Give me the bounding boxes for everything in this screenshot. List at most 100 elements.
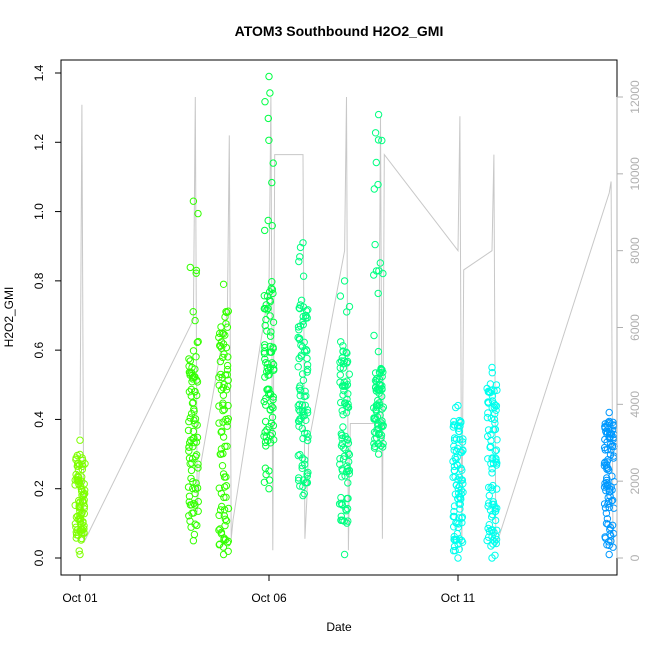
data-point: [269, 421, 278, 430]
data-point: [302, 346, 310, 354]
data-point: [216, 506, 225, 514]
data-point: [296, 386, 305, 395]
data-point: [454, 554, 462, 562]
data-point: [265, 485, 273, 493]
data-point: [76, 507, 84, 515]
data-point: [299, 376, 308, 384]
data-point: [371, 414, 379, 423]
series-2: [260, 72, 278, 493]
data-point: [370, 440, 378, 448]
data-point: [190, 499, 198, 508]
data-point: [263, 364, 271, 372]
data-point: [378, 382, 386, 390]
x-axis-label: Date: [326, 620, 352, 634]
data-point: [224, 353, 232, 361]
data-point: [298, 454, 307, 462]
data-point: [488, 369, 496, 377]
data-point: [337, 512, 345, 520]
data-point: [485, 388, 494, 396]
data-point: [266, 312, 274, 320]
data-point: [220, 380, 228, 389]
data-point: [266, 405, 274, 414]
data-point: [488, 404, 496, 412]
data-point: [303, 406, 312, 414]
data-point: [190, 405, 198, 413]
data-point: [492, 539, 500, 548]
data-point: [484, 409, 492, 417]
data-point: [192, 353, 200, 361]
data-point: [263, 426, 271, 434]
data-point: [294, 323, 303, 331]
data-point: [489, 481, 497, 490]
data-point: [488, 455, 496, 463]
x-axis: Oct 01 Oct 06 Oct 11: [62, 574, 476, 605]
data-point: [378, 417, 386, 425]
data-point: [222, 482, 231, 490]
data-point: [345, 450, 354, 459]
data-point: [608, 472, 616, 480]
data-point: [261, 98, 269, 106]
data-point: [219, 550, 228, 559]
data-point: [486, 380, 495, 388]
data-point: [605, 550, 613, 559]
data-point: [602, 482, 610, 490]
y-axis: 0.0 0.2 0.4 0.6 0.8 1.0 1.2 1.4: [32, 64, 62, 566]
data-point: [185, 388, 194, 396]
data-point: [457, 490, 465, 498]
data-point: [193, 338, 202, 347]
data-point: [188, 509, 196, 517]
data-point: [185, 355, 193, 363]
data-point: [264, 114, 272, 123]
data-point: [224, 382, 232, 390]
data-point: [194, 464, 202, 472]
data-point: [267, 328, 275, 336]
data-point: [76, 514, 84, 522]
data-point: [374, 347, 383, 356]
data-point: [450, 507, 458, 516]
data-point: [219, 353, 227, 362]
data-point: [452, 403, 460, 412]
data-point: [488, 469, 496, 477]
data-point: [300, 408, 308, 416]
data-point: [606, 492, 614, 500]
data-point: [265, 476, 274, 484]
data-point: [602, 509, 611, 517]
data-point: [260, 292, 268, 300]
data-point: [377, 422, 386, 431]
data-point: [304, 306, 312, 314]
data-point: [603, 481, 612, 489]
data-point: [485, 499, 493, 507]
data-point: [266, 389, 274, 397]
data-point: [452, 536, 460, 544]
data-point: [193, 376, 201, 384]
data-point: [261, 355, 269, 363]
data-point: [449, 457, 457, 466]
data-point: [265, 136, 273, 145]
data-point: [486, 442, 495, 450]
data-point: [299, 320, 307, 329]
data-point: [451, 473, 459, 481]
data-point: [491, 447, 499, 455]
data-point: [370, 185, 378, 193]
data-point: [263, 306, 271, 314]
data-point: [296, 253, 304, 261]
y-tick-label: 1.0: [32, 203, 46, 220]
data-point: [189, 484, 197, 493]
data-point: [336, 371, 344, 379]
data-point: [344, 436, 352, 444]
data-point: [603, 465, 611, 473]
data-point: [604, 497, 613, 506]
data-point: [455, 416, 463, 425]
data-point: [492, 402, 501, 410]
data-point: [219, 391, 228, 399]
data-point: [216, 525, 224, 533]
data-point: [221, 521, 229, 530]
data-point: [223, 422, 231, 430]
data-point: [340, 277, 349, 285]
data-point: [375, 267, 383, 275]
data-point: [268, 413, 277, 421]
data-point: [217, 530, 226, 538]
y2-tick-label: 4000: [628, 391, 642, 418]
y2-tick-label: 10000: [628, 157, 642, 191]
data-point: [260, 348, 268, 356]
